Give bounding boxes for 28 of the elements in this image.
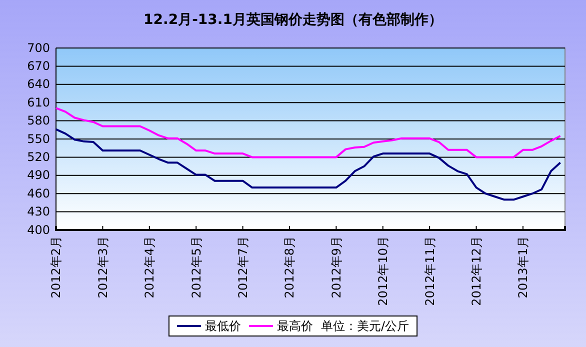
- x-tick-label: 2012年10月: [376, 236, 390, 306]
- chart-title: 12.2月-13.1月英国钢价走势图（有色部制作）: [144, 11, 442, 28]
- x-tick-label: 2012年4月: [142, 236, 157, 298]
- legend-label: 最高价: [276, 319, 313, 334]
- text: 单位：美元/公斤: [320, 319, 410, 334]
- y-tick-label: 700: [27, 40, 50, 55]
- x-tick-label: 2013年1月: [516, 236, 530, 298]
- y-tick-label: 580: [27, 114, 50, 128]
- y-tick-label: 460: [27, 186, 50, 200]
- line-series: [55, 128, 562, 201]
- x-tick-label: 2012年11月: [422, 236, 437, 306]
- y-tick-label: 640: [27, 77, 50, 92]
- x-tick-label: 2012年3月: [96, 236, 110, 298]
- y-tick-label: 430: [27, 204, 50, 219]
- y-tick-label: 610: [27, 95, 50, 110]
- y-tick-label: 520: [27, 150, 50, 164]
- legend-label: 最低价: [204, 319, 241, 334]
- x-tick-label: 2012年9月: [329, 236, 344, 298]
- y-tick-label: 550: [27, 132, 50, 146]
- x-tick-label: 2012年8月: [282, 236, 297, 298]
- line-series: [55, 107, 562, 158]
- x-tick-label: 2012年7月: [236, 236, 250, 298]
- x-tick-label: 2012年12月: [469, 236, 484, 306]
- y-tick-label: 490: [27, 168, 50, 182]
- y-tick-label: 400: [27, 222, 50, 237]
- x-tick-label: 2012年5月: [189, 236, 204, 298]
- y-tick-label: 670: [27, 59, 50, 74]
- x-tick-label: 2012年2月: [49, 236, 64, 298]
